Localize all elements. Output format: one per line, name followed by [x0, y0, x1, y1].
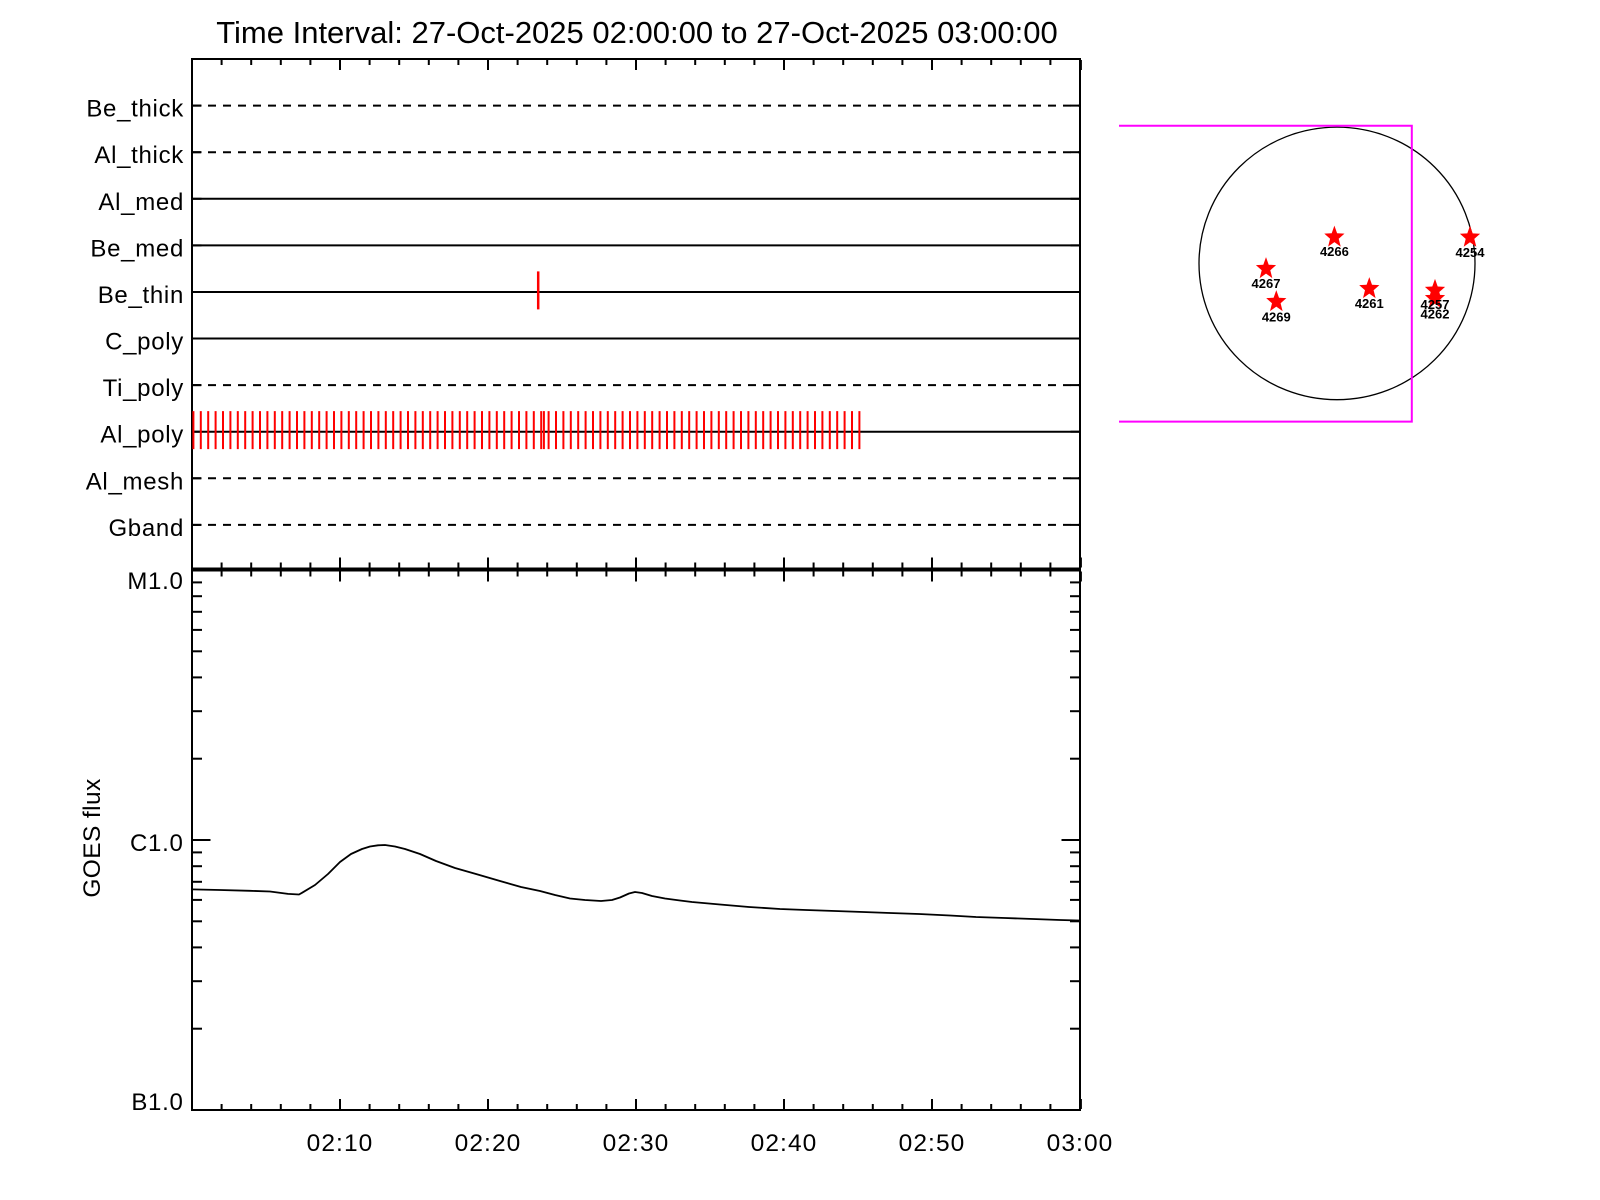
svg-text:4269: 4269: [1262, 309, 1291, 324]
svg-text:4261: 4261: [1355, 296, 1384, 311]
svg-text:Ti_poly: Ti_poly: [103, 375, 184, 402]
svg-text:02:30: 02:30: [603, 1130, 670, 1157]
svg-text:Be_med: Be_med: [90, 235, 184, 262]
svg-text:03:00: 03:00: [1047, 1130, 1114, 1157]
svg-text:02:50: 02:50: [899, 1130, 966, 1157]
svg-text:4254: 4254: [1456, 245, 1486, 260]
svg-text:C_poly: C_poly: [105, 329, 184, 356]
svg-text:Be_thick: Be_thick: [86, 96, 184, 123]
svg-text:Be_thin: Be_thin: [98, 282, 184, 309]
svg-text:Time Interval: 27-Oct-2025 02:: Time Interval: 27-Oct-2025 02:00:00 to 2…: [216, 15, 1058, 50]
svg-text:4262: 4262: [1421, 307, 1450, 322]
svg-text:4266: 4266: [1320, 244, 1349, 259]
svg-text:Al_thick: Al_thick: [94, 142, 184, 169]
svg-text:02:20: 02:20: [455, 1130, 522, 1157]
svg-text:02:40: 02:40: [751, 1130, 818, 1157]
svg-text:02:10: 02:10: [307, 1130, 374, 1157]
svg-text:M1.0: M1.0: [127, 568, 183, 595]
svg-text:4257: 4257: [1421, 297, 1450, 312]
svg-text:4267: 4267: [1252, 276, 1281, 291]
svg-text:Al_poly: Al_poly: [100, 422, 184, 449]
svg-text:B1.0: B1.0: [131, 1089, 183, 1116]
svg-text:C1.0: C1.0: [130, 830, 184, 857]
svg-text:Gband: Gband: [108, 515, 184, 542]
svg-text:GOES flux: GOES flux: [79, 778, 106, 897]
svg-text:Al_med: Al_med: [98, 189, 184, 216]
svg-text:Al_mesh: Al_mesh: [86, 468, 184, 495]
